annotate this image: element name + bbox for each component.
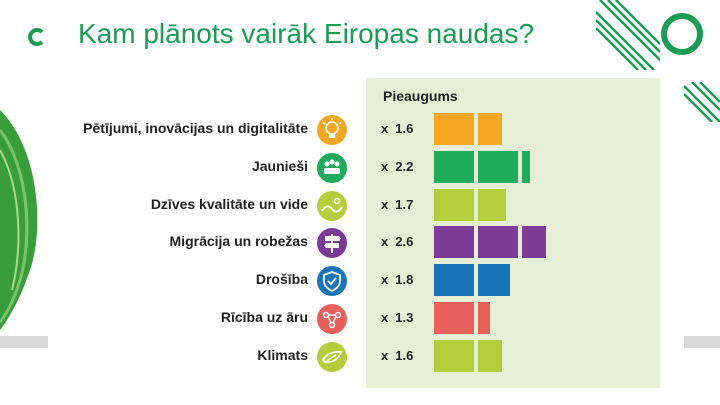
growth-bar-segment — [434, 150, 474, 183]
stripes-top-icon — [596, 0, 660, 70]
multiplier-prefix: x — [381, 196, 389, 212]
growth-bar-segment — [478, 226, 518, 259]
growth-bar-segment — [522, 226, 546, 259]
growth-bar-segment — [434, 226, 474, 259]
multiplier-value: 1.8 — [395, 272, 414, 288]
multiplier-prefix: x — [381, 121, 389, 136]
multiplier-prefix: x — [381, 347, 389, 363]
category-label: Jaunieši — [251, 157, 308, 174]
category-label: Rīcība uz āru — [220, 309, 308, 325]
leaf-icon — [317, 341, 347, 372]
shield-icon — [317, 266, 347, 297]
chart-row: Drošība x 1.8 — [0, 262, 720, 300]
growth-multiplier: x 1.8 — [381, 272, 413, 287]
chart-row: Dzīves kvalitāte un vide x 1.7 — [0, 187, 720, 225]
growth-bar-segment — [478, 339, 502, 372]
category-label: Klimats — [257, 346, 308, 363]
stripes-right-icon — [684, 82, 720, 122]
network-icon — [317, 304, 347, 334]
growth-bar-segment — [478, 150, 518, 183]
multiplier-value: 1.3 — [395, 310, 414, 325]
growth-multiplier: x 1.3 — [381, 310, 413, 325]
multiplier-prefix: x — [381, 310, 389, 325]
people-icon — [317, 152, 347, 183]
grey-band-left — [0, 336, 48, 348]
growth-multiplier: x 2.2 — [381, 159, 413, 174]
multiplier-value: 1.6 — [395, 121, 414, 136]
growth-multiplier: x 1.6 — [381, 121, 413, 136]
growth-bar-segment — [478, 113, 502, 145]
growth-multiplier: x 2.6 — [381, 234, 413, 249]
growth-bar-segment — [478, 302, 490, 334]
growth-bar-segment — [478, 188, 506, 221]
category-label: Pētījumi, inovācijas un digitalitāte — [83, 120, 308, 136]
landscape-icon — [317, 190, 347, 221]
multiplier-value: 2.2 — [395, 158, 414, 174]
category-label: Migrācija un robežas — [169, 233, 308, 250]
chart-row: Rīcība uz āru x 1.3 — [0, 300, 720, 338]
category-label: Drošība — [255, 271, 308, 288]
growth-bar-segment — [434, 302, 474, 334]
multiplier-prefix: x — [381, 272, 389, 288]
signpost-icon — [317, 228, 347, 259]
multiplier-prefix: x — [381, 158, 389, 174]
chart-row: Migrācija un robežas x 2.6 — [0, 224, 720, 262]
multiplier-value: 2.6 — [395, 234, 414, 250]
green-swirl-decoration-icon — [0, 110, 38, 330]
growth-bar-segment — [434, 339, 474, 372]
chart-row: Klimats x 1.6 — [0, 338, 720, 376]
growth-multiplier: x 1.7 — [381, 197, 413, 212]
page-title: Kam plānots vairāk Eiropas naudas? — [78, 18, 535, 49]
growth-bar-segment — [478, 264, 510, 297]
category-label: Dzīves kvalitāte un vide — [150, 195, 308, 212]
grey-band-right — [684, 336, 720, 348]
growth-bar-segment — [434, 188, 474, 221]
multiplier-value: 1.7 — [395, 196, 414, 212]
logo-mark-icon — [28, 28, 44, 46]
chart-row: Pētījumi, inovācijas un digitalitāte x 1.6 — [0, 111, 720, 149]
multiplier-prefix: x — [381, 234, 389, 250]
growth-header: Pieaugums — [383, 88, 458, 104]
lightbulb-icon — [317, 115, 347, 145]
growth-bar-segment — [522, 150, 530, 183]
growth-multiplier: x 1.6 — [381, 348, 413, 363]
ring-logo-icon — [661, 13, 703, 55]
chart-row: Jaunieši x 2.2 — [0, 149, 720, 187]
growth-bar-segment — [434, 264, 474, 297]
multiplier-value: 1.6 — [395, 347, 414, 363]
growth-bar-segment — [434, 113, 474, 145]
